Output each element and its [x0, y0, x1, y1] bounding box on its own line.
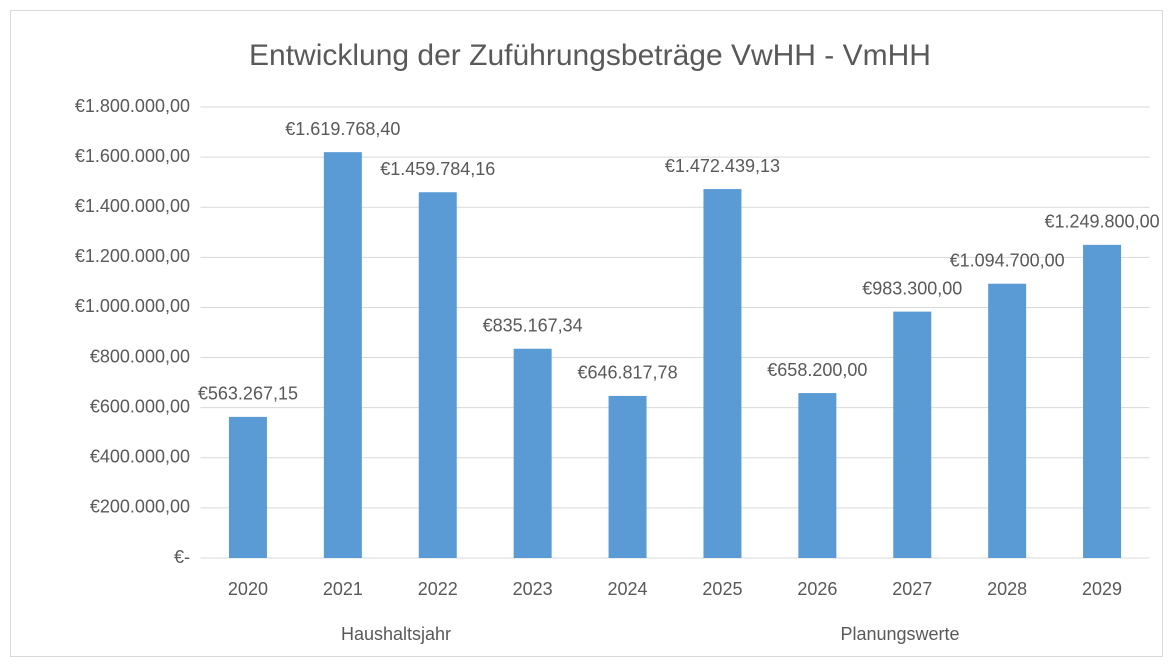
- value-label: €1.459.784,16: [380, 159, 495, 179]
- x-tick-label: 2022: [418, 579, 458, 599]
- value-label: €983.300,00: [862, 278, 962, 298]
- bar: [893, 311, 932, 558]
- y-tick-label: €200.000,00: [90, 497, 190, 517]
- x-tick-label: 2026: [797, 579, 837, 599]
- value-label: €835.167,34: [483, 315, 583, 335]
- y-tick-label: €400.000,00: [90, 447, 190, 467]
- x-tick-label: 2020: [228, 579, 268, 599]
- x-tick-label: 2021: [323, 579, 363, 599]
- y-tick-label: €600.000,00: [90, 396, 190, 416]
- x-tick-label: 2028: [987, 579, 1027, 599]
- value-label: €646.817,78: [577, 363, 677, 383]
- y-tick-label: €1.800.000,00: [75, 96, 190, 116]
- bar: [513, 348, 552, 558]
- value-label: €1.619.768,40: [285, 119, 400, 139]
- chart-title: Entwicklung der Zuführungsbeträge VwHH -…: [249, 39, 931, 72]
- bar: [988, 283, 1027, 558]
- y-tick-label: €1.200.000,00: [75, 246, 190, 266]
- value-label: €563.267,15: [198, 384, 298, 404]
- chart-frame: [10, 10, 1163, 657]
- group-label: Haushaltsjahr: [341, 624, 451, 644]
- y-tick-label: €1.600.000,00: [75, 146, 190, 166]
- value-label: €1.472.439,13: [665, 156, 780, 176]
- y-tick-label: €800.000,00: [90, 346, 190, 366]
- bar: [1083, 244, 1122, 559]
- value-label: €1.249.800,00: [1044, 212, 1159, 232]
- x-tick-label: 2023: [513, 579, 553, 599]
- x-tick-label: 2025: [702, 579, 742, 599]
- y-tick-label: €-: [174, 547, 190, 567]
- bar: [608, 395, 647, 558]
- value-label: €1.094.700,00: [950, 250, 1065, 270]
- bar: [228, 416, 267, 558]
- y-tick-label: €1.000.000,00: [75, 296, 190, 316]
- bar: [703, 189, 742, 558]
- x-tick-label: 2029: [1082, 579, 1122, 599]
- group-label: Planungswerte: [840, 624, 959, 644]
- x-tick-label: 2027: [892, 579, 932, 599]
- bar: [418, 192, 457, 558]
- value-label: €658.200,00: [767, 360, 867, 380]
- y-tick-label: €1.400.000,00: [75, 196, 190, 216]
- x-tick-label: 2024: [608, 579, 648, 599]
- bar: [798, 393, 837, 558]
- bar: [323, 152, 362, 559]
